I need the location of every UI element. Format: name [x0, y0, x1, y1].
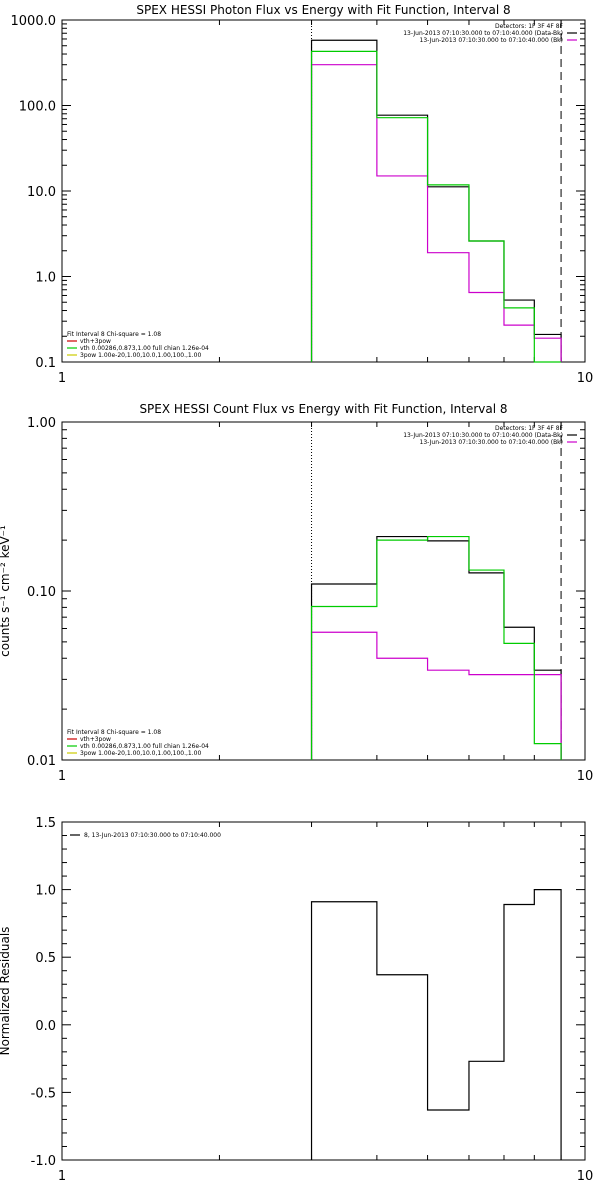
legend-text: 13-Jun-2013 07:10:30.000 to 07:10:40.000… — [420, 439, 563, 446]
legend-text: Fit Interval 8 Chi-square = 1.08 — [67, 729, 161, 736]
legend-text: 13-Jun-2013 07:10:30.000 to 07:10:40.000… — [403, 432, 563, 439]
plot-frame — [61, 19, 586, 363]
legend-text: vth+3pow — [80, 736, 111, 743]
y-tick-label: 0.0 — [35, 1019, 56, 1034]
y-tick-label: 1.00 — [27, 416, 56, 431]
x-tick-label: 1 — [58, 371, 66, 386]
legend-text: 13-Jun-2013 07:10:30.000 to 07:10:40.000… — [420, 37, 563, 44]
legend-text: 3pow 1.00e-20,1.00,10.0,1.00,100.,1.00 — [80, 352, 201, 359]
legend-text: Fit Interval 8 Chi-square = 1.08 — [67, 331, 161, 338]
plot-frame — [61, 421, 586, 761]
y-tick-label: 0.5 — [35, 951, 56, 966]
legend-text: vth+3pow — [80, 338, 111, 345]
x-tick-label: 10 — [577, 769, 594, 784]
legend-text: 3pow 1.00e-20,1.00,10.0,1.00,100.,1.00 — [80, 750, 201, 757]
y-axis-label: Normalized Residuals — [0, 927, 12, 1056]
series-line-1 — [310, 889, 562, 1160]
y-tick-label: 1.5 — [35, 816, 56, 831]
series-line-1 — [310, 39, 562, 362]
y-tick-label: 1.0 — [35, 271, 56, 286]
chart-title: SPEX HESSI Count Flux vs Energy with Fit… — [139, 402, 507, 416]
x-tick-label: 1 — [58, 1169, 66, 1184]
series-line-2 — [310, 64, 562, 362]
legend-text: 13-Jun-2013 07:10:30.000 to 07:10:40.000… — [403, 30, 563, 37]
series-line-3 — [310, 50, 562, 363]
y-tick-label: 1000.0 — [11, 14, 57, 29]
series-line-2 — [310, 631, 562, 760]
y-tick-label: 1.0 — [35, 884, 56, 899]
plot-frame — [61, 821, 586, 1161]
series-line-3 — [310, 535, 562, 760]
series-line-1 — [310, 535, 562, 760]
legend-text: vth 0.00286,0.873,1.00 full chian 1.26e-… — [80, 345, 209, 352]
y-tick-label: -0.5 — [31, 1086, 56, 1101]
legend-text: Detectors: 1F 3F 4F 8F — [495, 425, 564, 432]
x-tick-label: 10 — [577, 1169, 594, 1184]
legend-text: 8, 13-Jun-2013 07:10:30.000 to 07:10:40.… — [84, 832, 221, 839]
y-tick-label: -1.0 — [31, 1154, 56, 1169]
legend-text: Detectors: 1F 3F 4F 8F — [495, 23, 564, 30]
chart-panel-2: SPEX HESSI Count Flux vs Energy with Fit… — [0, 402, 593, 784]
y-tick-label: 0.1 — [35, 356, 56, 371]
x-tick-label: 1 — [58, 769, 66, 784]
chart-title: SPEX HESSI Photon Flux vs Energy with Fi… — [136, 3, 510, 17]
chart-panel-1: SPEX HESSI Photon Flux vs Energy with Fi… — [11, 3, 594, 386]
y-axis-label: counts s⁻¹ cm⁻² keV⁻¹ — [0, 525, 12, 657]
y-tick-label: 0.01 — [27, 754, 56, 769]
y-tick-label: 100.0 — [19, 100, 56, 115]
x-tick-label: 10 — [577, 371, 594, 386]
y-tick-label: 10.0 — [27, 185, 56, 200]
chart-panel-3: Normalized Residuals 1 10 -1.0 -0.5 0.0 0.5 1.0… — [0, 816, 593, 1184]
legend-text: vth 0.00286,0.873,1.00 full chian 1.26e-… — [80, 743, 209, 750]
y-tick-label: 0.10 — [27, 585, 56, 600]
